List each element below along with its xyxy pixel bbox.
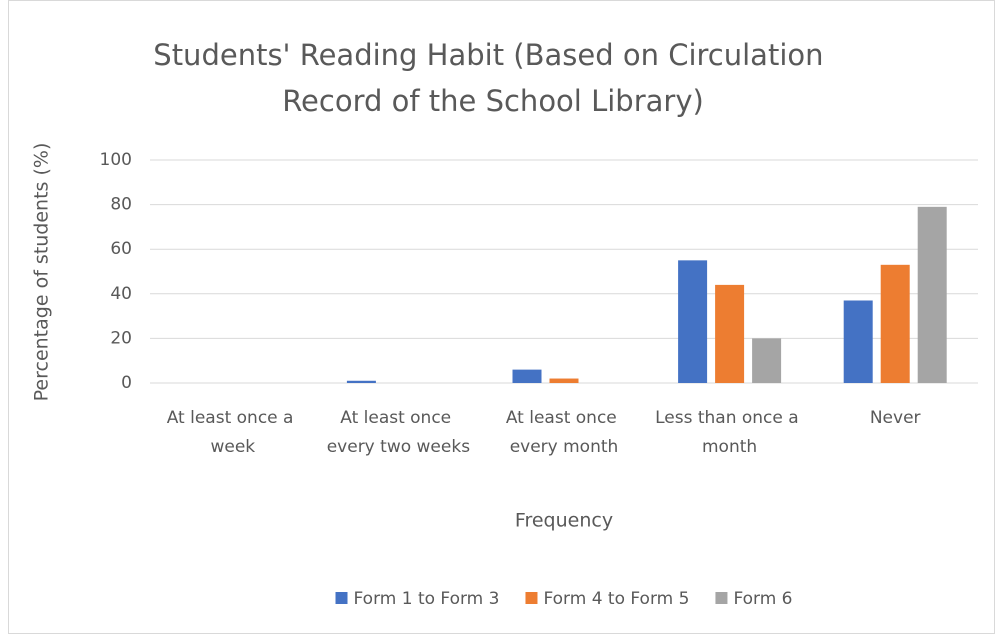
y-tick-label: 80 bbox=[110, 195, 132, 215]
chart-border bbox=[8, 0, 995, 634]
x-tick-label: At least once every two weeks bbox=[327, 408, 470, 457]
chart-title: Students' Reading Habit (Based on Circul… bbox=[153, 38, 832, 118]
y-tick-label: 40 bbox=[110, 284, 132, 304]
bar bbox=[678, 260, 708, 383]
y-tick-label: 20 bbox=[110, 328, 132, 348]
x-tick-label: Never bbox=[870, 408, 921, 428]
legend-swatch bbox=[715, 592, 728, 604]
legend-label: Form 1 to Form 3 bbox=[354, 589, 500, 609]
legend-swatch bbox=[335, 592, 348, 604]
legend-label: Form 4 to Form 5 bbox=[543, 589, 689, 609]
bar bbox=[880, 264, 910, 383]
bar bbox=[715, 284, 745, 383]
bar bbox=[917, 206, 947, 383]
y-tick-label: 100 bbox=[100, 150, 132, 170]
legend-swatch bbox=[525, 592, 538, 604]
y-axis-label: Percentage of students (%) bbox=[31, 143, 53, 402]
bar bbox=[346, 380, 376, 383]
bar bbox=[752, 338, 782, 383]
x-tick-label: At least once every month bbox=[506, 408, 622, 457]
bar bbox=[843, 300, 873, 383]
bar bbox=[549, 378, 579, 383]
x-tick-label: At least once a week bbox=[167, 408, 299, 457]
y-tick-label: 0 bbox=[121, 373, 132, 393]
legend-label: Form 6 bbox=[733, 589, 792, 609]
bar bbox=[512, 369, 542, 383]
x-tick-label: Less than once a month bbox=[655, 408, 804, 457]
y-tick-label: 60 bbox=[110, 239, 132, 259]
x-axis-label: Frequency bbox=[515, 510, 613, 532]
